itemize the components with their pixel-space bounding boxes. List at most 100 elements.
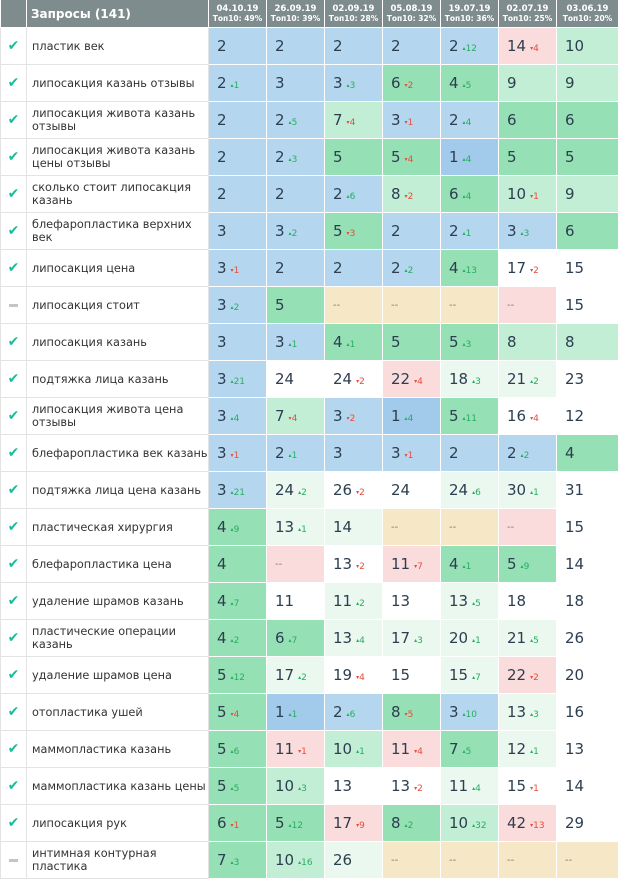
position-value: 12 <box>507 740 526 758</box>
keyword-cell[interactable]: сколько стоит липосакция казань <box>27 176 209 213</box>
position-value: 5 <box>507 148 517 166</box>
position-cell: 121 <box>499 731 557 768</box>
delta-down: 1 <box>231 451 240 461</box>
position-cell: 21 <box>209 65 267 102</box>
position-value: 3 <box>333 407 343 425</box>
status-cell: ✔ <box>1 435 27 472</box>
keyword-cell[interactable]: подтяжка лица казань <box>27 361 209 398</box>
delta-up: 5 <box>289 118 298 128</box>
position-value: 2 <box>333 185 343 203</box>
keyword-cell[interactable]: липосакция живота казань цены отзывы <box>27 139 209 176</box>
position-value: 14 <box>565 555 584 573</box>
keyword-cell[interactable]: липосакция цена <box>27 250 209 287</box>
keyword-cell[interactable]: липосакция рук <box>27 805 209 842</box>
delta-down: 1 <box>231 821 240 831</box>
position-value: 26 <box>565 629 584 647</box>
table-row: липосакция стоит325--------15 <box>1 287 618 324</box>
keyword-cell[interactable]: отопластика ушей <box>27 694 209 731</box>
status-cell: ✔ <box>1 176 27 213</box>
position-value: 15 <box>507 777 526 795</box>
position-value: 10 <box>507 185 526 203</box>
position-value: -- <box>391 855 398 866</box>
position-cell: 53 <box>441 324 499 361</box>
keyword-cell[interactable]: удаление шрамов цена <box>27 657 209 694</box>
position-cell: 31 <box>557 472 618 509</box>
position-value: 23 <box>565 370 584 388</box>
position-value: 5 <box>565 148 575 166</box>
delta-up: 4 <box>405 414 414 424</box>
keyword-cell[interactable]: маммопластика казань цены <box>27 768 209 805</box>
position-cell: -- <box>441 509 499 546</box>
keyword-cell[interactable]: блефаропластика век казань <box>27 435 209 472</box>
delta-up: 4 <box>463 118 472 128</box>
position-cell: 222 <box>499 657 557 694</box>
position-value: 3 <box>391 444 401 462</box>
position-cell: 131 <box>267 509 325 546</box>
status-cell: ✔ <box>1 694 27 731</box>
position-value: 21 <box>507 370 526 388</box>
position-value: 13 <box>507 703 526 721</box>
keyword-cell[interactable]: пластическая хирургия <box>27 509 209 546</box>
position-cell: 82 <box>383 176 441 213</box>
keyword-cell[interactable]: липосакция казань <box>27 324 209 361</box>
position-cell: 173 <box>383 620 441 657</box>
position-value: 2 <box>275 37 285 55</box>
position-cell: 34 <box>209 398 267 435</box>
position-cell: 23 <box>267 139 325 176</box>
keyword-cell[interactable]: липосакция стоит <box>27 287 209 324</box>
keyword-cell[interactable]: пластик век <box>27 28 209 65</box>
position-cell: 101 <box>325 731 383 768</box>
position-cell: 2 <box>209 28 267 65</box>
table-row: ✔подтяжка лица казань3212424222418321223 <box>1 361 618 398</box>
keyword-cell[interactable]: интимная контурная пластика <box>27 842 209 879</box>
table-row: ✔отопластика ушей5411268531013316 <box>1 694 618 731</box>
keyword-cell[interactable]: удаление шрамов казань <box>27 583 209 620</box>
position-cell: 242 <box>325 361 383 398</box>
position-cell: 25 <box>267 102 325 139</box>
position-value: 2 <box>507 444 517 462</box>
status-cell: ✔ <box>1 805 27 842</box>
delta-down: 7 <box>414 562 423 572</box>
position-cell: 3 <box>325 435 383 472</box>
position-cell: 32 <box>267 213 325 250</box>
status-cell: ✔ <box>1 361 27 398</box>
queries-header[interactable]: Запросы (141) <box>27 0 209 28</box>
delta-up: 32 <box>472 821 486 831</box>
position-value: 9 <box>565 74 575 92</box>
keyword-cell[interactable]: блефаропластика цена <box>27 546 209 583</box>
delta-down: 4 <box>530 44 539 54</box>
check-icon: ✔ <box>8 38 20 54</box>
keyword-cell[interactable]: липосакция живота казань отзывы <box>27 102 209 139</box>
position-cell: 18 <box>499 583 557 620</box>
delta-up: 1 <box>530 488 539 498</box>
keyword-cell[interactable]: липосакция живота цена отзывы <box>27 398 209 435</box>
position-value: 1 <box>275 703 285 721</box>
keyword-cell[interactable]: подтяжка лица цена казань <box>27 472 209 509</box>
position-cell: 112 <box>325 583 383 620</box>
delta-down: 4 <box>356 673 365 683</box>
position-value: 7 <box>275 407 285 425</box>
keyword-cell[interactable]: липосакция казань отзывы <box>27 65 209 102</box>
keyword-cell[interactable]: маммопластика казань <box>27 731 209 768</box>
position-cell: 5 <box>557 139 618 176</box>
position-value: 4 <box>449 555 459 573</box>
keyword-cell[interactable]: блефаропластика верхних век <box>27 213 209 250</box>
position-cell: 134 <box>325 620 383 657</box>
keyword-cell[interactable]: пластические операции казань <box>27 620 209 657</box>
column-date: 02.07.19 <box>499 4 556 14</box>
delta-up: 7 <box>231 599 240 609</box>
position-value: 3 <box>217 296 227 314</box>
position-value: 15 <box>449 666 468 684</box>
position-value: 11 <box>449 777 468 795</box>
position-value: 1 <box>391 407 401 425</box>
position-cell: 224 <box>383 361 441 398</box>
delta-up: 4 <box>231 414 240 424</box>
delta-up: 12 <box>289 821 303 831</box>
